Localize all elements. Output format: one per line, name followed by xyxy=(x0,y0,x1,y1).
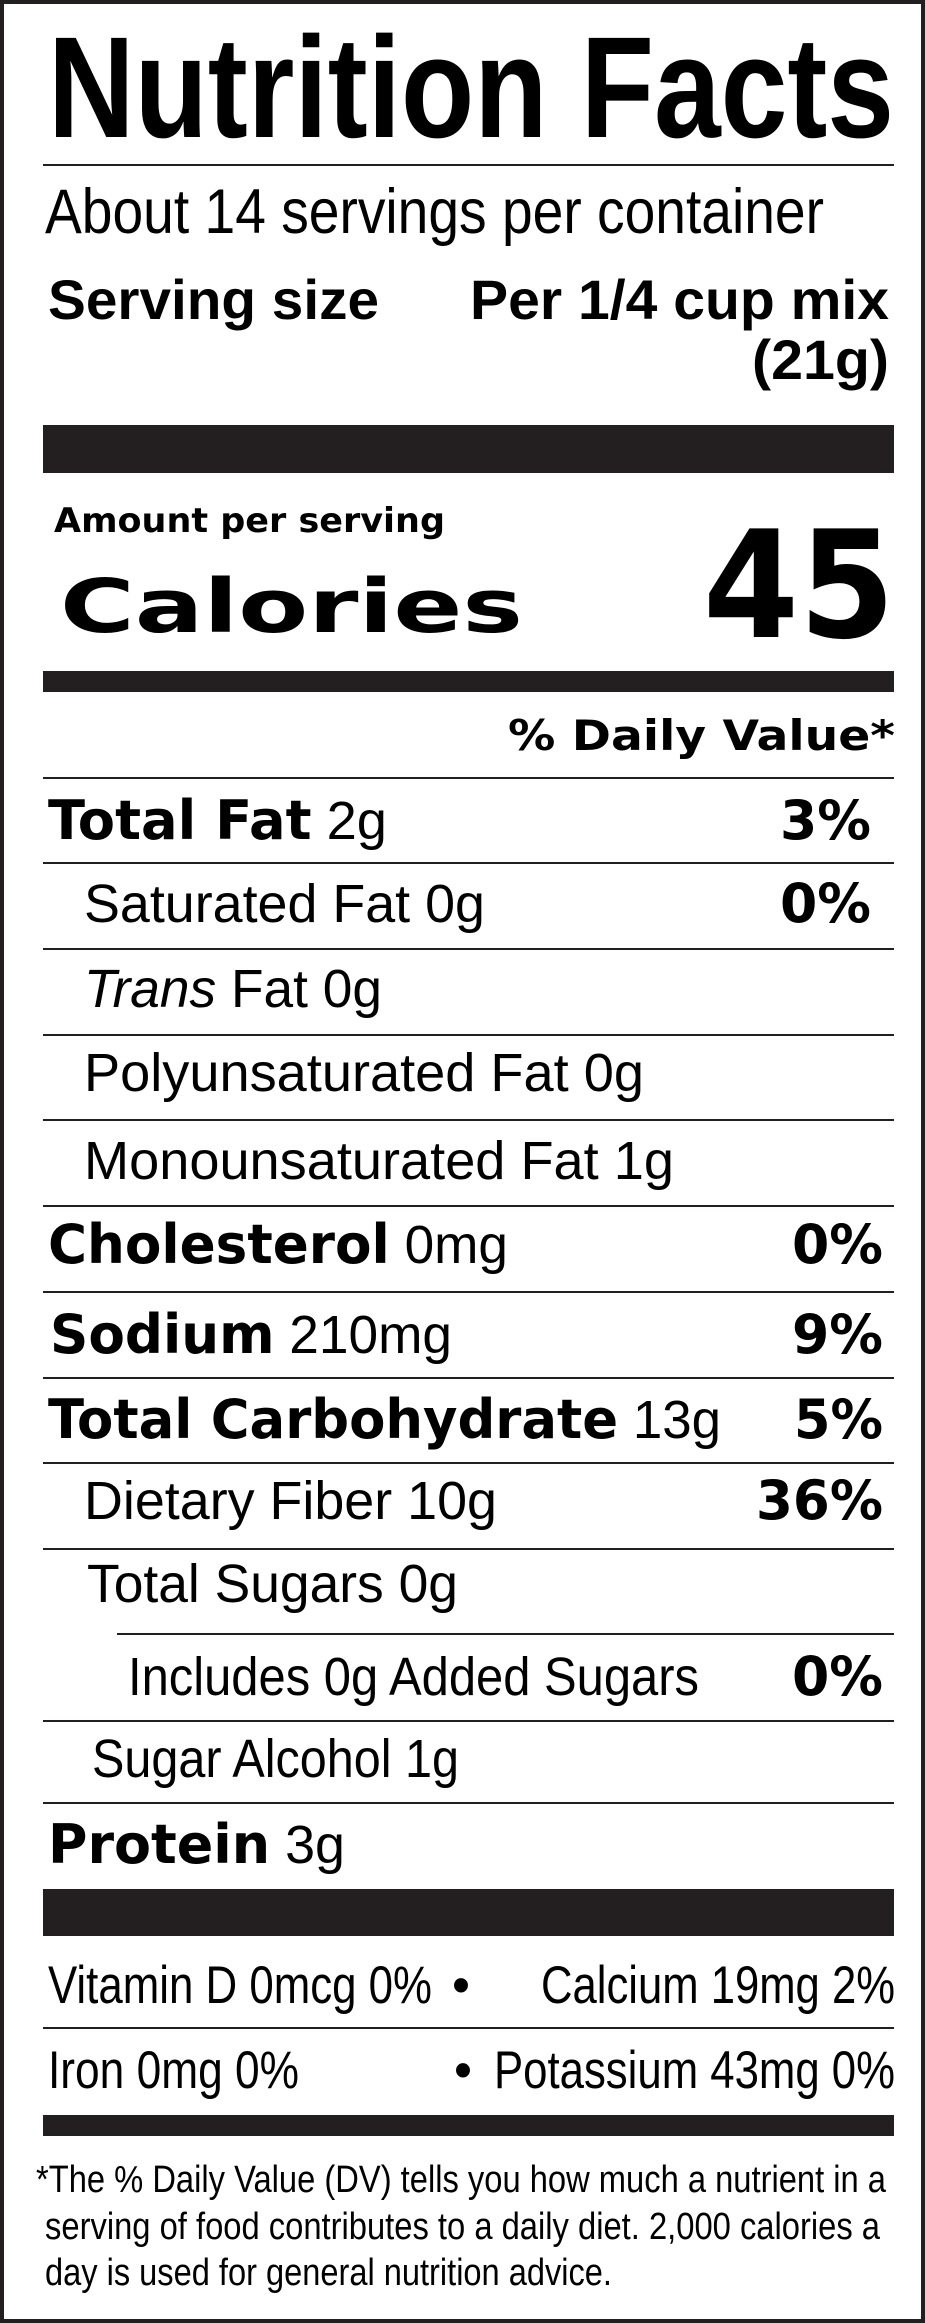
divider xyxy=(43,1034,894,1036)
divider xyxy=(43,777,894,779)
amount-per-serving: Amount per serving xyxy=(54,501,445,541)
nutrient-total-sugars: Total Sugars 0g xyxy=(87,1557,458,1611)
divider xyxy=(43,1548,894,1550)
serving-size-grams: (21g) xyxy=(752,328,889,391)
potassium: Potassium 43mg 0% xyxy=(494,2041,895,2100)
medium-bar xyxy=(43,2115,894,2136)
divider xyxy=(43,1802,894,1804)
nutrient-name: Protein xyxy=(48,1813,271,1876)
footnote-line: *The % Daily Value (DV) tells you how mu… xyxy=(36,2159,886,2201)
nutrient-amount: 210mg xyxy=(289,1305,452,1365)
dv-dietary-fiber: 36% xyxy=(756,1469,883,1532)
nutrient-amount: 0g xyxy=(583,1043,644,1103)
nutrient-added-sugars: Includes 0g Added Sugars xyxy=(128,1647,699,1707)
nutrient-name-suffix: Fat xyxy=(230,959,308,1019)
nutrient-saturated-fat: Saturated Fat 0g xyxy=(84,877,485,931)
nutrient-name: Dietary Fiber xyxy=(84,1471,393,1531)
divider xyxy=(43,1205,894,1207)
iron: Iron 0mg 0% xyxy=(48,2041,299,2100)
dv-total-fat: 3% xyxy=(780,789,871,852)
divider xyxy=(43,1462,894,1464)
nutrient-name: Saturated Fat xyxy=(84,874,411,934)
divider xyxy=(43,1291,894,1293)
divider xyxy=(43,1720,894,1722)
nutrient-name: Sugar Alcohol xyxy=(92,1729,392,1789)
nutrient-polyunsaturated-fat: Polyunsaturated Fat 0g xyxy=(84,1046,644,1100)
nutrient-amount: 0g xyxy=(322,959,382,1019)
medium-bar xyxy=(43,671,894,692)
serving-size-label: Serving size xyxy=(48,268,380,331)
nutrient-amount: 13g xyxy=(632,1390,721,1450)
indented-divider xyxy=(117,1633,894,1635)
nutrient-name: Total Sugars xyxy=(87,1554,384,1614)
nutrient-cholesterol: Cholesterol 0mg xyxy=(48,1215,508,1275)
nutrient-amount: 1g xyxy=(613,1131,674,1191)
calories-label: Calories xyxy=(60,564,523,650)
daily-value-header: % Daily Value* xyxy=(508,711,895,760)
divider xyxy=(43,164,894,166)
footnote-line: day is used for general nutrition advice… xyxy=(45,2252,612,2294)
nutrient-sodium: Sodium 210mg xyxy=(50,1305,452,1365)
divider xyxy=(43,862,894,864)
nutrient-total-carbohydrate: Total Carbohydrate 13g xyxy=(48,1390,721,1450)
calories-value: 45 xyxy=(703,500,895,673)
vitamin-d: Vitamin D 0mcg 0% xyxy=(48,1956,432,2015)
nutrient-amount: 0mg xyxy=(404,1215,508,1275)
nutrient-amount: 2g xyxy=(326,791,387,851)
nutrient-amount: 10g xyxy=(407,1471,497,1531)
divider xyxy=(43,948,894,950)
nutrient-name: Sodium xyxy=(50,1303,275,1366)
dv-sodium: 9% xyxy=(792,1303,883,1366)
divider xyxy=(43,1377,894,1379)
thick-bar xyxy=(43,425,894,473)
servings-per-container: About 14 servings per container xyxy=(45,177,824,247)
nutrient-amount: 0g xyxy=(425,874,485,934)
dv-added-sugars: 0% xyxy=(792,1645,883,1708)
footnote-line: serving of food contributes to a daily d… xyxy=(45,2206,880,2248)
nutrient-name: Cholesterol xyxy=(48,1213,390,1276)
bullet: • xyxy=(454,2041,472,2100)
divider xyxy=(43,2027,894,2029)
nutrient-protein: Protein 3g xyxy=(48,1815,345,1875)
nutrient-amount: 1g xyxy=(405,1729,459,1789)
thick-bar xyxy=(43,1889,894,1936)
nutrient-name: Monounsaturated Fat xyxy=(84,1131,599,1191)
nutrient-amount: 3g xyxy=(285,1815,345,1875)
serving-size-value: Per 1/4 cup mix xyxy=(470,268,889,331)
nutrient-trans-fat: Trans Fat 0g xyxy=(84,962,382,1016)
nutrient-dietary-fiber: Dietary Fiber 10g xyxy=(84,1474,497,1528)
dv-saturated-fat: 0% xyxy=(780,872,871,935)
bullet: • xyxy=(452,1956,470,2015)
calcium: Calcium 19mg 2% xyxy=(541,1956,895,2015)
label-title: Nutrition Facts xyxy=(48,7,894,168)
nutrient-name: Total Carbohydrate xyxy=(48,1388,619,1451)
nutrient-sugar-alcohol: Sugar Alcohol 1g xyxy=(92,1732,459,1786)
nutrient-amount: 0g xyxy=(398,1554,458,1614)
nutrient-total-fat: Total Fat 2g xyxy=(48,791,387,851)
nutrient-monounsaturated-fat: Monounsaturated Fat 1g xyxy=(84,1134,674,1188)
divider xyxy=(43,1119,894,1121)
nutrient-name: Total Fat xyxy=(48,789,312,852)
nutrient-name: Polyunsaturated Fat xyxy=(84,1043,569,1103)
nutrient-name: Trans xyxy=(84,959,217,1019)
dv-total-carbohydrate: 5% xyxy=(794,1388,883,1451)
dv-cholesterol: 0% xyxy=(792,1213,883,1276)
